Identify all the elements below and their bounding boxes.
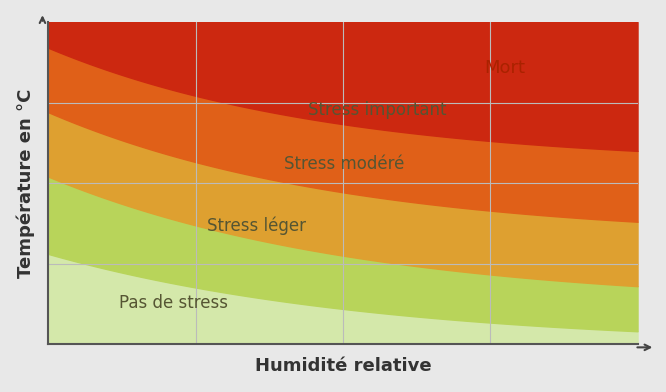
Text: Stress important: Stress important (308, 101, 446, 119)
Text: Stress modéré: Stress modéré (284, 155, 404, 173)
Text: Pas de stress: Pas de stress (119, 294, 228, 312)
Text: Mort: Mort (484, 59, 525, 77)
Y-axis label: Température en °C: Température en °C (17, 89, 35, 278)
Text: Stress léger: Stress léger (207, 216, 306, 235)
X-axis label: Humidité relative: Humidité relative (254, 358, 432, 375)
